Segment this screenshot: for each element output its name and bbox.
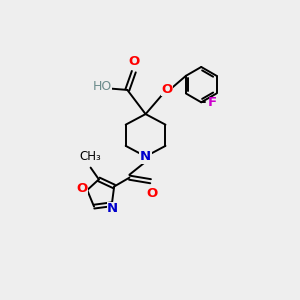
Text: O: O xyxy=(146,187,158,200)
Text: HO: HO xyxy=(93,80,112,93)
Text: N: N xyxy=(107,202,118,215)
Text: N: N xyxy=(140,150,151,163)
Text: O: O xyxy=(128,55,140,68)
Text: O: O xyxy=(76,182,88,195)
Text: F: F xyxy=(208,96,217,109)
Text: CH₃: CH₃ xyxy=(80,150,101,163)
Text: O: O xyxy=(162,83,173,96)
